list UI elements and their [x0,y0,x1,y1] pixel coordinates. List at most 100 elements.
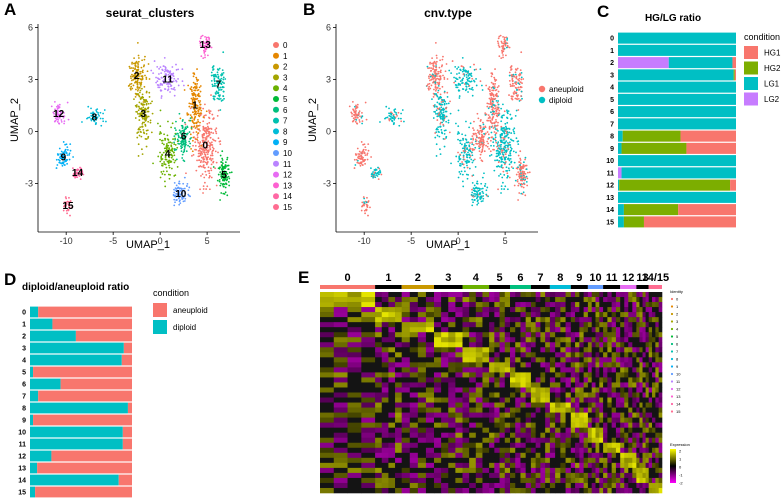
y-tick-label: 6 [326,22,331,32]
cell-point [66,146,69,149]
cell-point [179,202,182,205]
heatmap-cell [658,312,663,318]
cell-point [135,77,137,80]
cell-point [499,146,502,148]
cell-point [72,175,75,178]
heatmap-cell [401,302,411,308]
heatmap-cell [560,327,566,333]
cell-point [494,68,496,70]
heatmap-cell [628,337,633,343]
cell-point [134,68,136,71]
heatmap-cell [462,372,470,378]
cell-point [221,170,224,173]
heatmap-cell [615,292,621,298]
heatmap-cell [530,392,536,398]
x-tick-label: 5 [205,236,210,246]
cell-point [479,198,481,200]
cell-point [196,97,199,100]
cell-point [374,169,377,172]
cell-point [178,187,181,190]
cell-point [68,201,71,204]
heatmap-cell [455,377,463,383]
heatmap-cell [482,347,490,353]
heatmap-cell [520,342,526,348]
cell-point [60,155,63,158]
cell-point [204,153,207,156]
heatmap-cell [361,382,376,388]
cell-point [173,198,176,201]
cell-point [168,156,171,159]
heatmap-cell [347,342,362,348]
cell-point [206,39,209,42]
heatmap-cell [482,307,490,313]
heatmap-cell [599,302,604,308]
heatmap-cell [603,387,608,393]
y-tick-label: -3 [25,178,33,188]
cell-point [197,92,200,95]
cell-point [157,86,160,89]
cell-point [428,67,431,69]
heatmap-cell [603,392,608,398]
cell-point [393,116,396,119]
cell-point [183,200,186,202]
cell-point [129,87,132,90]
heatmap-cell [499,397,506,403]
heatmap-cell [560,357,566,363]
cell-point [227,180,230,183]
cell-point [146,116,149,118]
cell-point [190,97,193,100]
heatmap-cell [462,332,470,338]
cell-point [57,117,59,119]
heatmap-cell [409,407,419,413]
cell-point [184,128,186,130]
cell-point [207,140,210,143]
legend-swatch [273,42,279,48]
cell-point [487,138,490,140]
cell-point [220,182,222,185]
legend-swatch [273,150,279,156]
heatmap-cell [441,377,449,383]
legend-swatch [153,303,167,317]
heatmap-cell [504,397,511,403]
cell-point [219,166,221,169]
legend-entry: aneuploid [173,306,208,315]
heatmap-cell [560,342,566,348]
heatmap-cell [375,372,383,378]
cell-point [59,153,62,155]
cell-point [489,117,491,119]
heatmap-cell [489,407,495,413]
heatmap-cell [642,312,646,318]
heatmap-cell [455,347,463,353]
heatmap-cell [448,357,456,363]
heatmap-cell [499,307,506,313]
cell-point [367,214,369,217]
heatmap-cell [587,392,592,398]
cell-point [180,124,183,127]
cell-point [170,87,173,90]
heatmap-cell [565,382,572,388]
heatmap-cell [475,372,483,378]
heatmap-cell [565,332,572,338]
cell-point [158,133,161,135]
cell-point [493,169,496,172]
heatmap-cell [504,352,511,358]
cell-point [356,103,359,106]
cell-point [481,200,484,202]
heatmap-cell [510,362,516,368]
cell-point [434,89,437,92]
cell-point [144,74,146,77]
legend-swatch [273,204,279,210]
cell-point [386,116,389,119]
cell-point [129,88,132,91]
heatmap-cell [469,387,477,393]
cell-point [230,171,233,174]
heatmap-cell [628,397,633,403]
heatmap-cell [462,337,470,343]
heatmap-cell [425,307,435,313]
cell-point [502,54,504,56]
heatmap-cell [381,372,389,378]
cell-point [517,86,520,89]
